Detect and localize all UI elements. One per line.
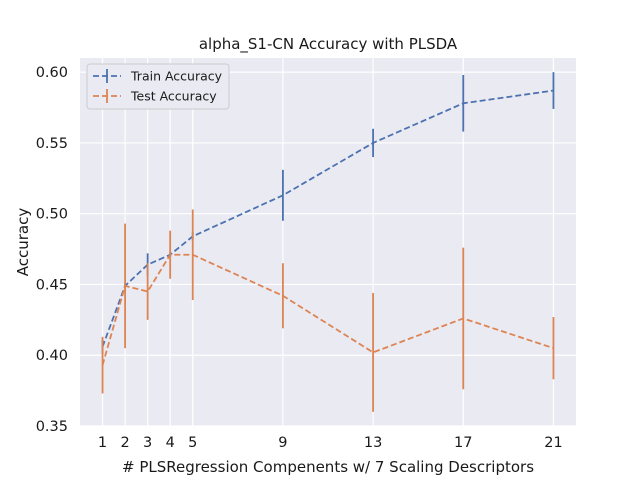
x-tick-label: 1 [98,435,107,451]
x-tick-labels: 1 2 3 4 5 9 13 17 21 [98,435,563,451]
legend-box [86,63,230,110]
x-tick-label: 3 [143,435,152,451]
y-tick-label: 0.50 [36,207,68,223]
x-tick-label: 9 [278,435,287,451]
x-axis-label: # PLSRegression Compenents w/ 7 Scaling … [122,458,534,476]
x-tick-label: 2 [120,435,129,451]
y-tick-label: 0.55 [36,136,68,152]
series-1 [101,209,555,412]
x-tick-label: 5 [188,435,197,451]
legend-label: Test Accuracy [130,89,217,104]
y-tick-label: 0.45 [36,277,68,293]
y-tick-label: 0.35 [36,419,68,435]
legend: Train Accuracy Test Accuracy [86,63,230,110]
x-tick-label: 4 [166,435,175,451]
y-tick-label: 0.40 [36,348,68,364]
legend-label: Train Accuracy [130,69,223,84]
series-layer [101,72,555,412]
plot-background [80,58,576,426]
y-tick-label: 0.60 [36,65,68,81]
chart-title: alpha_S1-CN Accuracy with PLSDA [199,35,458,54]
x-tick-label: 17 [454,435,472,451]
x-tick-label: 13 [364,435,382,451]
y-tick-labels: 0.35 0.40 0.45 0.50 0.55 0.60 [36,65,68,435]
y-axis-label: Accuracy [14,208,32,277]
x-tick-label: 21 [544,435,562,451]
